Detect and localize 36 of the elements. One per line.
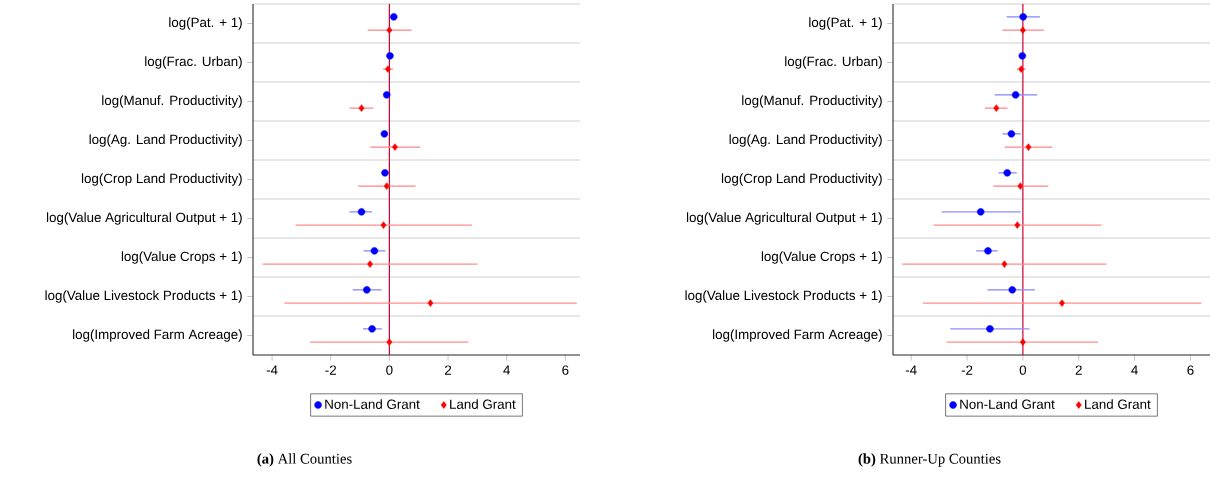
x-tick-label: -2 xyxy=(325,365,336,375)
x-tick-label: 6 xyxy=(1187,365,1194,375)
x-tick-label: 4 xyxy=(1131,365,1138,375)
y-tick-label: log(Manuf. Productivity) xyxy=(102,95,242,108)
y-tick-label: log(Crop Land Productivity) xyxy=(721,173,882,186)
x-tick-label: -4 xyxy=(905,365,917,375)
legend-label: Non-Land Grant xyxy=(325,399,420,409)
y-tick-label: log(Value Agricultural Output + 1) xyxy=(686,212,882,225)
y-tick-label: log(Frac. Urban) xyxy=(785,56,882,69)
y-tick-label: log(Pat. + 1) xyxy=(809,17,882,30)
x-tick-label: 6 xyxy=(562,365,569,375)
y-tick-label: log(Ag. Land Productivity) xyxy=(729,134,882,147)
y-tick-label: log(Manuf. Productivity) xyxy=(742,95,882,108)
y-tick-label: log(Frac. Urban) xyxy=(145,56,242,69)
x-tick-label: -2 xyxy=(961,365,973,375)
y-tick-label: log(Value Livestock Products + 1) xyxy=(45,290,242,303)
y-tick-label: log(Value Livestock Products + 1) xyxy=(685,290,882,303)
text: (b) Runner-Up Counties xyxy=(858,453,1001,467)
y-tick-label: log(Value Crops + 1) xyxy=(761,251,882,264)
y-tick-label: log(Improved Farm Acreage) xyxy=(713,329,882,342)
y-tick-label: log(Value Crops + 1) xyxy=(121,251,242,264)
y-tick-label: log(Value Agricultural Output + 1) xyxy=(46,212,242,225)
y-tick-label: log(Ag. Land Productivity) xyxy=(89,134,242,147)
y-tick-label: log(Pat. + 1) xyxy=(169,17,242,30)
x-tick-label: 0 xyxy=(1019,365,1027,375)
y-tick-label: log(Crop Land Productivity) xyxy=(81,173,242,186)
y-tick-label: log(Improved Farm Acreage) xyxy=(73,329,242,342)
text: (a) All Counties xyxy=(257,453,352,467)
x-tick-label: -4 xyxy=(266,365,278,375)
x-tick-label: 4 xyxy=(503,365,511,375)
x-tick-label: 2 xyxy=(445,365,452,375)
legend-label: Land Grant xyxy=(450,399,516,409)
x-tick-label: 2 xyxy=(1075,365,1082,375)
legend-label: Land Grant xyxy=(1085,399,1151,409)
legend-label: Non-Land Grant xyxy=(960,399,1055,409)
x-tick-label: 0 xyxy=(386,365,393,375)
